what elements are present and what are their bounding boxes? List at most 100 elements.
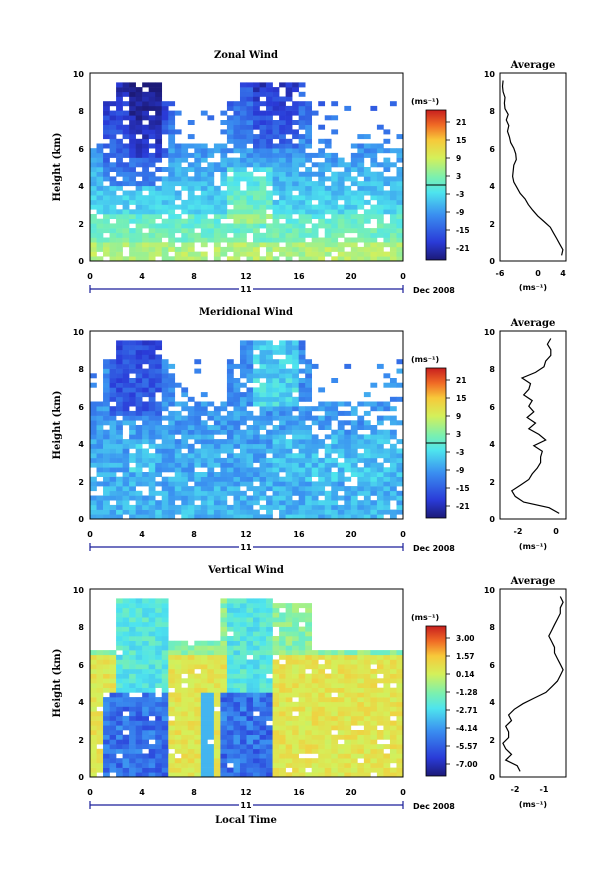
heatmap-cell [266,481,273,487]
heatmap-cell [363,152,371,158]
heatmap-cell [239,448,247,454]
heatmap-cell [285,462,293,468]
heatmap-cell [239,359,247,365]
heatmap-cell [396,256,404,262]
heatmap-cell [239,87,247,93]
plot-frame [89,588,404,778]
heatmap-cell [135,706,143,712]
heatmap-cell [285,486,293,492]
heatmap-cell [103,457,110,463]
heatmap-cell [174,715,182,721]
heatmap-cell [363,500,371,506]
heatmap-cell [174,683,182,688]
heatmap-cell [109,673,117,679]
colorbar-tick-label: -4.14 [456,724,478,733]
heatmap-cell [279,171,286,177]
heatmap-cell [292,223,299,229]
heatmap-cell [96,232,104,238]
heatmap-cell [161,650,169,656]
heatmap-cell [135,185,143,191]
heatmap-cell [116,406,123,412]
heatmap-cell [207,453,215,459]
heatmap-cell [155,626,163,632]
heatmap-cell [213,673,221,679]
heatmap-cell [259,739,267,745]
heatmap-cell [331,758,339,764]
heatmap-cell [200,701,208,707]
heatmap-cell [213,753,221,759]
y-ticks: 0 2 4 6 8 10 [73,70,85,266]
heatmap-cell [272,242,280,248]
heatmap-cell [259,607,267,613]
heatmap-cell [129,640,136,646]
heatmap-cell [266,697,273,703]
heatmap-cell [259,157,267,163]
heatmap-cell [135,157,143,163]
heatmap-cell [122,110,130,116]
heatmap-cell [116,734,123,740]
heatmap-cell [161,425,169,430]
heatmap-cell [116,115,123,121]
heatmap-cell [363,410,371,416]
heatmap-cell [389,650,397,656]
heatmap-cell [376,715,384,721]
heatmap-cell [122,143,130,149]
heatmap-cell [305,472,313,477]
heatmap-cell [194,711,202,717]
heatmap-cell [370,171,378,177]
heatmap-cell [298,678,306,684]
heatmap-cell [383,457,391,463]
panel-title: Zonal Wind [214,50,278,61]
panel-zonal: Zonal Wind 0 2 4 6 8 10 0 4 8 12 16 20 0… [52,50,567,295]
heatmap-cell [344,462,352,468]
heatmap-cell [279,434,286,440]
heatmap-cell [298,204,306,210]
heatmap-cell [389,406,397,412]
heatmap-cell [207,668,215,674]
heatmap-cell [305,762,313,768]
heatmap-cell [311,687,319,693]
heatmap-cell [324,659,332,665]
heatmap-cell [357,467,365,473]
heatmap-cell [376,486,384,492]
heatmap-cell [239,396,247,402]
heatmap-cell [239,514,247,520]
heatmap-cell [318,199,326,205]
heatmap-cell [376,228,384,234]
heatmap-cell [292,509,299,515]
avg-x-tick: 4 [560,269,566,278]
panel-meridional: Meridional Wind 0 2 4 6 8 10 0 4 8 12 16… [52,307,567,553]
heatmap-cell [161,701,169,707]
heatmap-cell [168,443,176,449]
heatmap-cell [337,462,345,468]
heatmap-cell [213,214,221,219]
heatmap-cell [266,607,273,613]
heatmap-cell [161,457,169,463]
heatmap-cell [324,401,332,407]
heatmap-cell [389,673,397,679]
heatmap-cell [363,434,371,440]
heatmap-cell [148,673,156,679]
heatmap-cell [376,406,384,412]
heatmap-cell [331,439,339,445]
heatmap-cell [200,645,208,651]
heatmap-cell [279,725,286,731]
heatmap-cell [239,162,247,168]
heatmap-cell [259,434,267,440]
heatmap-cell [253,157,260,163]
heatmap-cell [331,462,339,468]
heatmap-cell [168,382,176,388]
heatmap-cell [187,453,195,459]
heatmap-cell [344,486,352,492]
heatmap-cell [187,645,195,651]
heatmap-cell [279,345,286,351]
heatmap-cell [363,650,371,656]
heatmap-cell [226,181,234,187]
heatmap-cell [311,185,319,191]
heatmap-cell [122,218,130,224]
heatmap-cell [187,396,195,402]
heatmap-cell [324,242,332,248]
heatmap-cell [389,242,397,248]
heatmap-cell [324,152,332,158]
heatmap-cell [363,772,371,778]
